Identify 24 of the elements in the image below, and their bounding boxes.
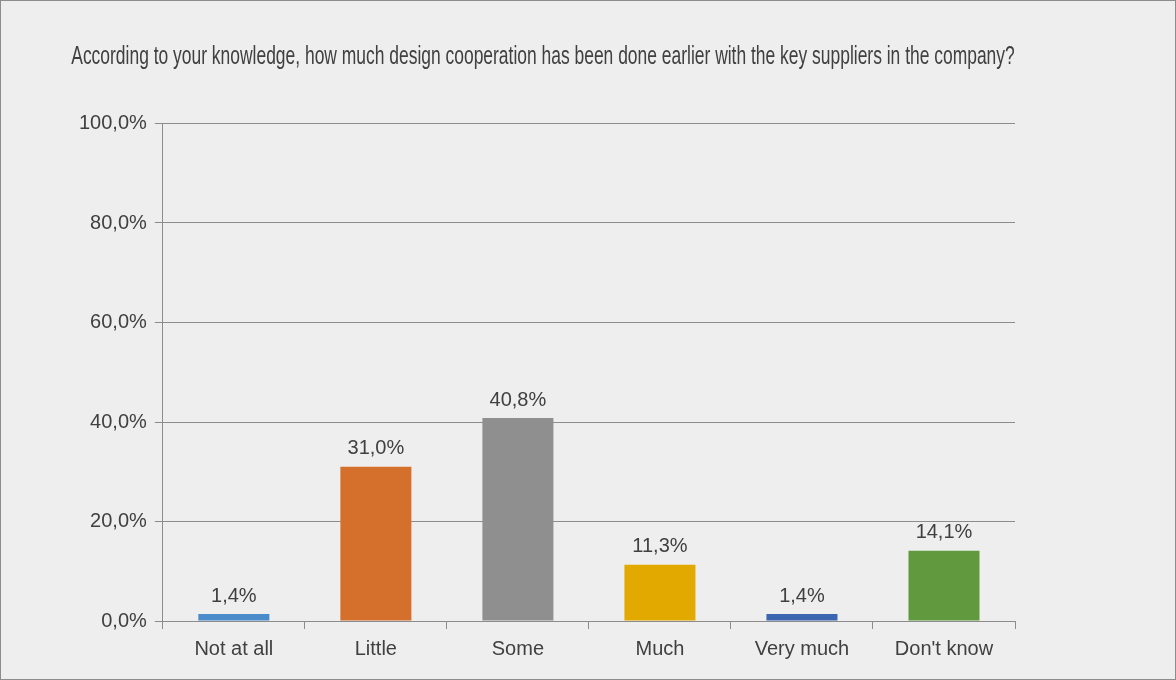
y-tick-label: 60,0%	[90, 310, 148, 333]
y-tick-label: 100,0%	[78, 111, 148, 134]
x-tick-label: Very much	[754, 636, 850, 659]
data-label: 40,8%	[489, 387, 547, 410]
bar	[908, 550, 980, 621]
data-label: 11,3%	[632, 534, 688, 557]
bar	[766, 614, 838, 621]
y-tick-label: 20,0%	[90, 509, 148, 532]
data-label: 14,1%	[915, 520, 973, 543]
data-label: 1,4%	[211, 583, 257, 606]
x-tick-label: Little	[354, 636, 397, 659]
x-tick-label: Don't know	[894, 636, 994, 659]
bar	[624, 564, 696, 621]
x-tick-label: Not at all	[194, 636, 274, 659]
x-tick-label: Some	[491, 636, 545, 659]
y-tick-label: 40,0%	[90, 409, 148, 432]
data-label: 31,0%	[347, 436, 405, 459]
bar	[340, 466, 412, 621]
bar	[198, 614, 270, 621]
data-label: 1,4%	[779, 583, 825, 606]
x-tick-label: Much	[635, 636, 685, 659]
chart-title: According to your knowledge, how much design cooperation has been done earlier with the key suppliers in the company?	[71, 40, 1015, 70]
y-tick-label: 80,0%	[90, 210, 148, 233]
y-tick-label: 0,0%	[101, 608, 148, 631]
